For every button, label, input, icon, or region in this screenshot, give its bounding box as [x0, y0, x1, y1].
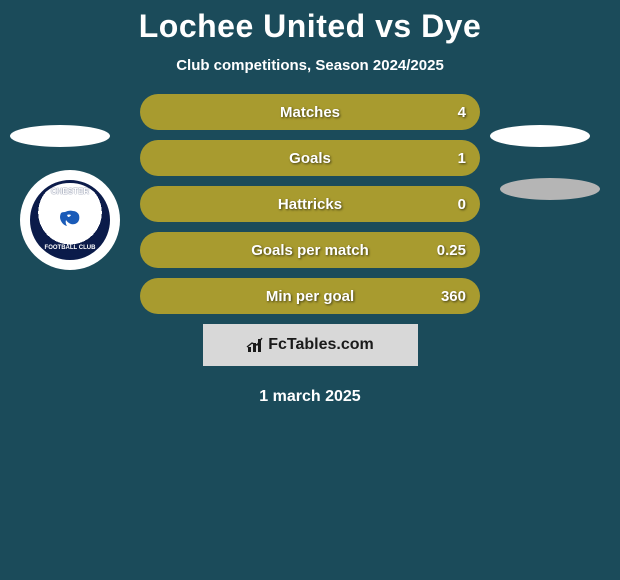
left-placeholder-oval	[10, 125, 110, 147]
stat-value: 1	[458, 150, 466, 167]
stat-row-goals: Goals 1	[140, 140, 480, 176]
right-placeholder-oval-2	[500, 178, 600, 200]
match-date: 1 march 2025	[0, 388, 620, 406]
fctables-text: FcTables.com	[268, 336, 374, 354]
fctables-brand-box: FcTables.com	[203, 324, 418, 366]
page-title: Lochee United vs Dye	[0, 0, 620, 57]
club-logo: CHESTER FOOTBALL CLUB	[20, 170, 120, 270]
logo-top-text: CHESTER	[51, 187, 89, 196]
chart-icon	[246, 336, 264, 354]
right-placeholder-oval-1	[490, 125, 590, 147]
stat-row-min-per-goal: Min per goal 360	[140, 278, 480, 314]
stat-value: 360	[441, 288, 466, 305]
logo-bottom-text: FOOTBALL CLUB	[45, 245, 96, 251]
stat-label: Goals	[289, 150, 331, 167]
stat-row-hattricks: Hattricks 0	[140, 186, 480, 222]
stat-label: Goals per match	[251, 242, 369, 259]
stat-value: 0.25	[437, 242, 466, 259]
stat-value: 0	[458, 196, 466, 213]
stat-value: 4	[458, 104, 466, 121]
club-logo-inner: CHESTER FOOTBALL CLUB	[30, 180, 110, 260]
stat-label: Matches	[280, 104, 340, 121]
page-subtitle: Club competitions, Season 2024/2025	[0, 57, 620, 94]
stat-label: Min per goal	[266, 288, 354, 305]
stat-row-matches: Matches 4	[140, 94, 480, 130]
stat-row-goals-per-match: Goals per match 0.25	[140, 232, 480, 268]
lion-icon	[50, 200, 90, 240]
stat-label: Hattricks	[278, 196, 342, 213]
stats-container: Matches 4 Goals 1 Hattricks 0 Goals per …	[140, 94, 480, 314]
